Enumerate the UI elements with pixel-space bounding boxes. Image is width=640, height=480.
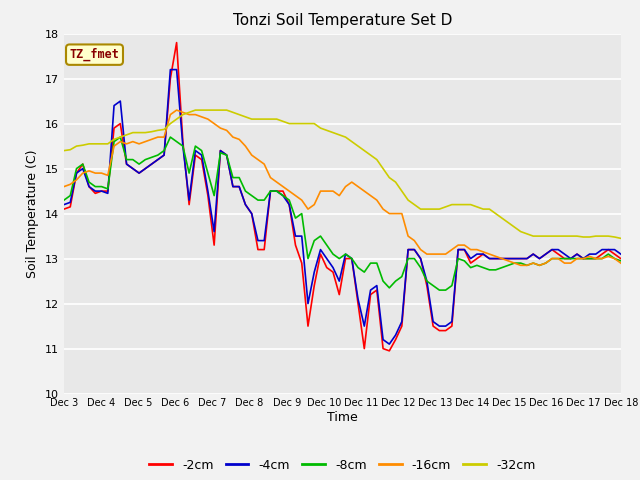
Title: Tonzi Soil Temperature Set D: Tonzi Soil Temperature Set D <box>233 13 452 28</box>
Y-axis label: Soil Temperature (C): Soil Temperature (C) <box>26 149 40 278</box>
Text: TZ_fmet: TZ_fmet <box>70 48 120 61</box>
Legend: -2cm, -4cm, -8cm, -16cm, -32cm: -2cm, -4cm, -8cm, -16cm, -32cm <box>145 454 540 477</box>
X-axis label: Time: Time <box>327 411 358 424</box>
